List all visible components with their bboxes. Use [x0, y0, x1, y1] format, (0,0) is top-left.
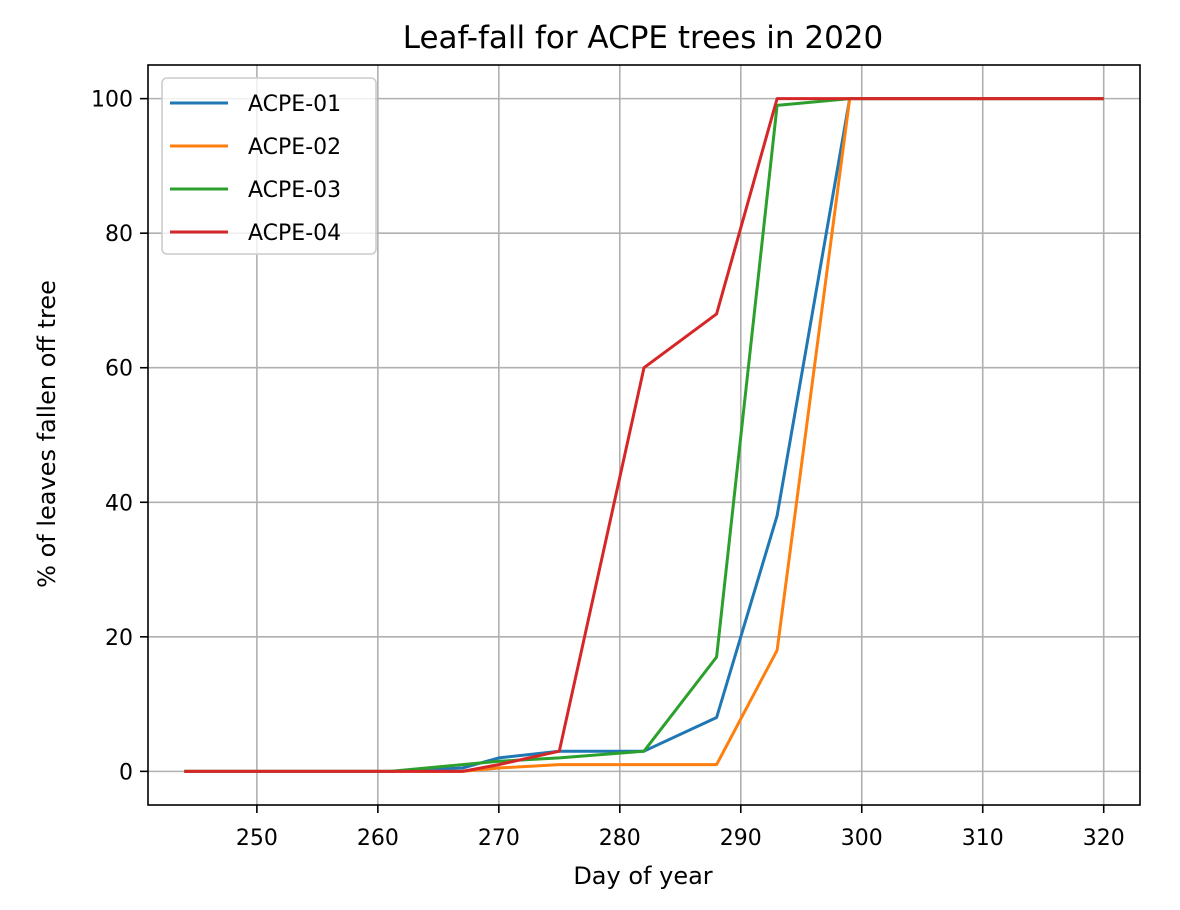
x-tick-label: 260	[357, 826, 399, 851]
x-axis-label: Day of year	[573, 862, 712, 890]
legend: ACPE-01 ACPE-02 ACPE-03 ACPE-04	[161, 77, 377, 255]
x-tick-label: 290	[720, 826, 762, 851]
series-line-acpe-04	[184, 97, 1104, 773]
y-tick-label: 20	[105, 626, 133, 651]
y-tick-label: 100	[91, 88, 133, 113]
plot-frame	[147, 64, 1141, 806]
legend-label: ACPE-03	[248, 178, 341, 203]
series-layer	[184, 97, 1104, 773]
legend-items: ACPE-01 ACPE-02 ACPE-03 ACPE-04	[170, 92, 341, 246]
series-line-acpe-03	[184, 97, 1104, 773]
x-tick-label: 250	[236, 826, 278, 851]
y-tick-label: 40	[105, 491, 133, 516]
legend-label: ACPE-01	[248, 92, 341, 117]
x-tick-label: 300	[841, 826, 883, 851]
y-tick-label: 0	[119, 760, 133, 785]
y-tick-label: 60	[105, 357, 133, 382]
x-tick-label: 310	[962, 826, 1004, 851]
tick-layer: 250 260 270 280 290 300 310 320 0 20 40 60 80 100	[91, 88, 1125, 851]
x-tick-label: 320	[1083, 826, 1125, 851]
x-tick-label: 280	[599, 826, 641, 851]
series-line-acpe-01	[184, 97, 1104, 773]
y-tick-label: 80	[105, 222, 133, 247]
legend-box	[161, 77, 377, 255]
chart-title: Leaf-fall for ACPE trees in 2020	[403, 20, 884, 56]
x-tick-label: 270	[478, 826, 520, 851]
y-axis-label: % of leaves fallen off tree	[33, 280, 61, 588]
legend-label: ACPE-02	[248, 135, 341, 160]
legend-label: ACPE-04	[248, 221, 341, 246]
